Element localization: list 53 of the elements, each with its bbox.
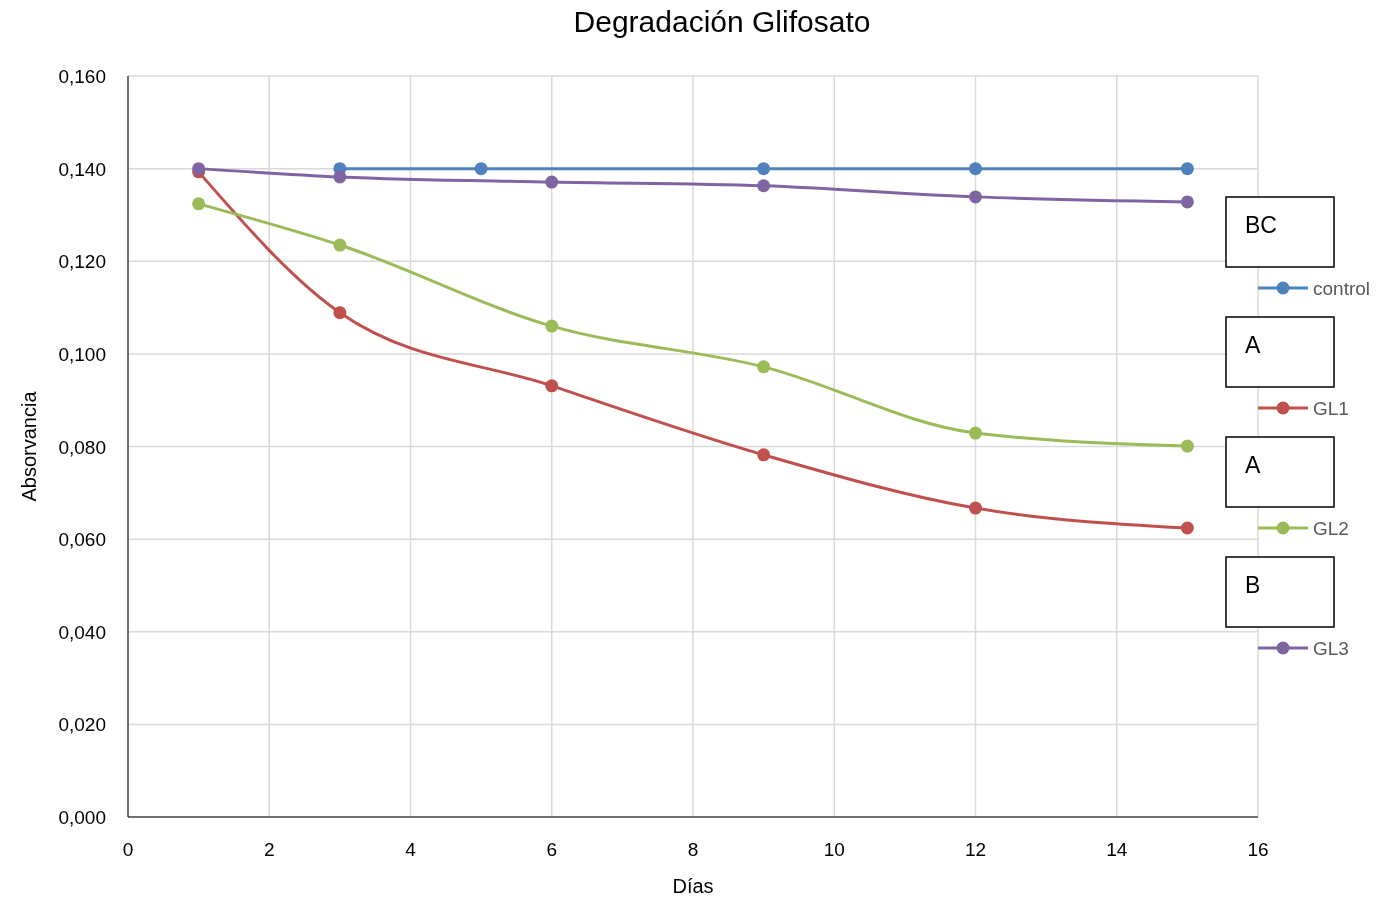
point: [757, 448, 771, 462]
point: [474, 162, 488, 176]
x-tick-label: 14: [1106, 839, 1128, 860]
point: [192, 197, 206, 211]
x-tick-label: 4: [405, 839, 417, 860]
y-tick-label: 0,140: [58, 158, 106, 180]
point: [757, 179, 771, 193]
legend-label: GL1: [1313, 398, 1349, 419]
point: [333, 170, 347, 184]
x-tick-label: 12: [964, 839, 987, 860]
point: [969, 162, 982, 176]
point: [1180, 195, 1194, 209]
x-tick-label: 2: [263, 839, 275, 860]
point: [545, 379, 559, 393]
point: [1180, 439, 1194, 453]
y-axis-title: Absorvancia: [18, 390, 40, 502]
point: [969, 190, 982, 204]
legend-label: GL3: [1313, 638, 1349, 659]
y-tick-label: 0,080: [58, 436, 106, 458]
x-tick-label: 10: [823, 839, 845, 860]
point: [757, 360, 771, 374]
y-tick-label: 0,020: [58, 714, 106, 736]
chart-title: Degradación Glifosato: [573, 5, 871, 38]
annotation: BC: [1245, 212, 1277, 238]
letter-box: BC: [1225, 196, 1335, 268]
letter-box: B: [1225, 556, 1335, 628]
legend-label: control: [1313, 278, 1371, 299]
x-tick-label: 16: [1247, 839, 1269, 860]
point: [545, 319, 559, 333]
x-axis-title: Días: [672, 875, 714, 897]
annotation: A: [1245, 452, 1261, 478]
y-tick-label: 0,040: [58, 621, 106, 643]
y-tick-label: 0,100: [58, 343, 106, 365]
point: [969, 426, 982, 440]
point: [1180, 521, 1194, 535]
y-tick-label: 0,120: [58, 251, 106, 273]
letter-box: A: [1225, 436, 1335, 508]
x-tick-label: 8: [687, 839, 699, 860]
annotation: A: [1245, 332, 1261, 358]
point: [333, 306, 347, 320]
legend-label: GL2: [1313, 518, 1349, 539]
point: [333, 238, 347, 252]
point: [757, 162, 771, 176]
x-tick-label: 6: [546, 839, 558, 860]
y-tick-label: 0,060: [58, 529, 106, 551]
letter-box: A: [1225, 316, 1335, 388]
annotation: B: [1245, 572, 1261, 598]
y-tick-label: 0,160: [58, 66, 106, 87]
y-tick-label: 0,000: [58, 807, 106, 828]
point: [969, 501, 982, 515]
x-tick-label: 0: [122, 839, 134, 860]
point: [1180, 162, 1194, 176]
point: [545, 175, 559, 189]
